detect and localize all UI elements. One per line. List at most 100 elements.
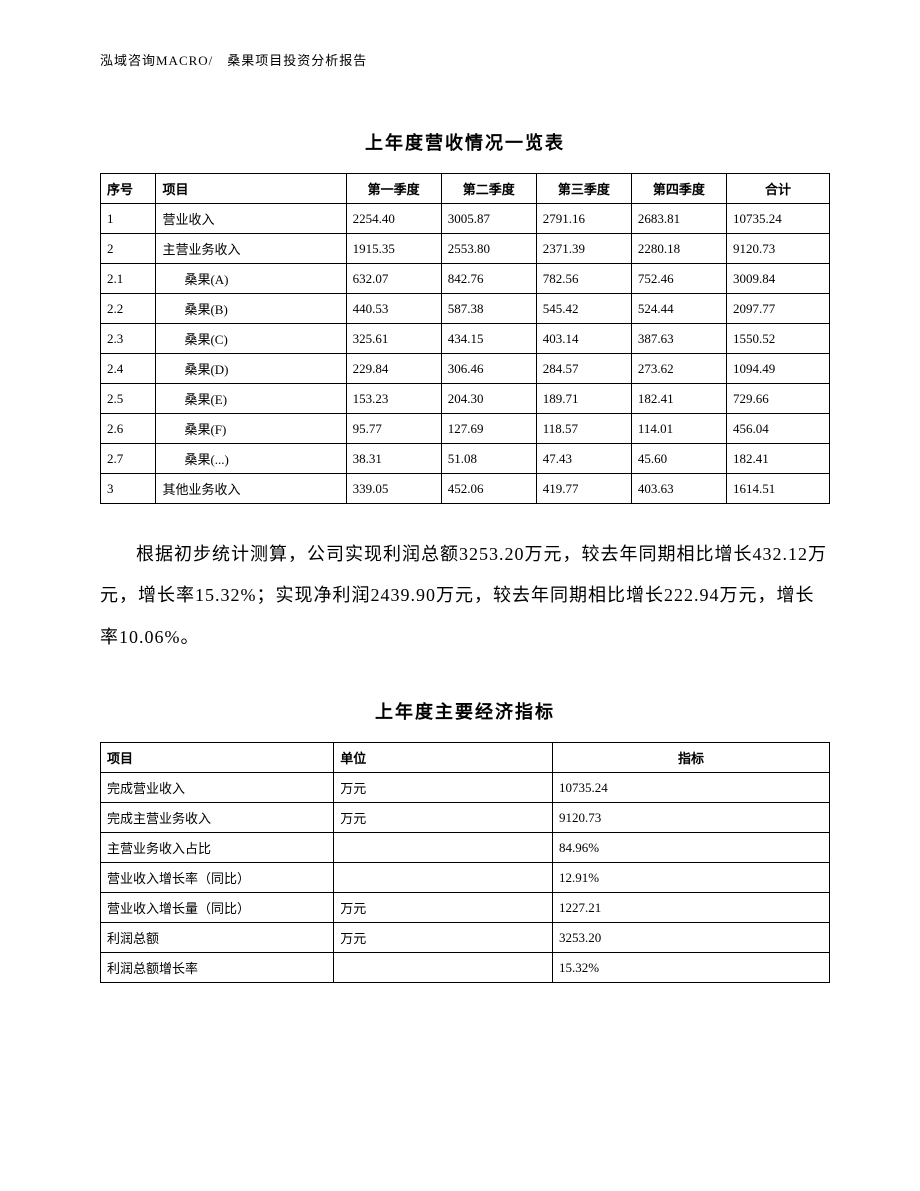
table-row: 利润总额增长率 15.32% — [101, 953, 830, 983]
cell-seq: 2.5 — [101, 384, 156, 414]
cell-q3: 189.71 — [536, 384, 631, 414]
cell-q3: 545.42 — [536, 294, 631, 324]
cell-q4: 2683.81 — [631, 204, 726, 234]
table-row: 2.2桑果(B)440.53587.38545.42524.442097.77 — [101, 294, 830, 324]
cell-q1: 632.07 — [346, 264, 441, 294]
table-row: 2主营业务收入1915.352553.802371.392280.189120.… — [101, 234, 830, 264]
cell-q3: 118.57 — [536, 414, 631, 444]
table-row: 主营业务收入占比84.96% — [101, 833, 830, 863]
cell-unit — [334, 953, 553, 983]
cell-seq: 2.2 — [101, 294, 156, 324]
table-row: 完成主营业务收入万元9120.73 — [101, 803, 830, 833]
cell-q2: 306.46 — [441, 354, 536, 384]
indicator-table: 项目 单位 指标 完成营业收入万元10735.24完成主营业务收入万元9120.… — [100, 742, 830, 983]
table1-header-row: 序号 项目 第一季度 第二季度 第三季度 第四季度 合计 — [101, 174, 830, 204]
cell-q4: 182.41 — [631, 384, 726, 414]
cell-item: 营业收入增长量（同比） — [101, 893, 334, 923]
cell-q4: 524.44 — [631, 294, 726, 324]
cell-val: 9120.73 — [552, 803, 829, 833]
cell-q2: 3005.87 — [441, 204, 536, 234]
cell-item: 完成营业收入 — [101, 773, 334, 803]
cell-val: 15.32% — [552, 953, 829, 983]
table-row: 2.5桑果(E)153.23204.30189.71182.41729.66 — [101, 384, 830, 414]
cell-unit: 万元 — [334, 773, 553, 803]
cell-total: 9120.73 — [726, 234, 829, 264]
table-row: 2.4桑果(D)229.84306.46284.57273.621094.49 — [101, 354, 830, 384]
cell-seq: 2.6 — [101, 414, 156, 444]
cell-seq: 3 — [101, 474, 156, 504]
cell-seq: 2.1 — [101, 264, 156, 294]
cell-val: 12.91% — [552, 863, 829, 893]
cell-val: 84.96% — [552, 833, 829, 863]
cell-q4: 752.46 — [631, 264, 726, 294]
cell-seq: 2.4 — [101, 354, 156, 384]
table2-col-unit: 单位 — [334, 743, 553, 773]
cell-q1: 1915.35 — [346, 234, 441, 264]
cell-total: 1094.49 — [726, 354, 829, 384]
table-row: 2.3桑果(C)325.61434.15403.14387.631550.52 — [101, 324, 830, 354]
cell-q4: 2280.18 — [631, 234, 726, 264]
table-row: 2.6桑果(F)95.77127.69118.57114.01456.04 — [101, 414, 830, 444]
table2-col-item: 项目 — [101, 743, 334, 773]
cell-q1: 229.84 — [346, 354, 441, 384]
revenue-table: 序号 项目 第一季度 第二季度 第三季度 第四季度 合计 1营业收入2254.4… — [100, 173, 830, 504]
cell-q3: 419.77 — [536, 474, 631, 504]
cell-total: 1550.52 — [726, 324, 829, 354]
table1-col-seq: 序号 — [101, 174, 156, 204]
cell-q4: 387.63 — [631, 324, 726, 354]
cell-q4: 45.60 — [631, 444, 726, 474]
table1-title: 上年度营收情况一览表 — [100, 129, 830, 155]
table-row: 利润总额万元3253.20 — [101, 923, 830, 953]
cell-item: 桑果(A) — [156, 264, 346, 294]
cell-q3: 2791.16 — [536, 204, 631, 234]
table1-col-q3: 第三季度 — [536, 174, 631, 204]
page-header: 泓域咨询MACRO/ 桑果项目投资分析报告 — [100, 50, 830, 69]
cell-q2: 842.76 — [441, 264, 536, 294]
cell-unit: 万元 — [334, 803, 553, 833]
cell-item: 营业收入 — [156, 204, 346, 234]
cell-q4: 403.63 — [631, 474, 726, 504]
table1-col-q4: 第四季度 — [631, 174, 726, 204]
cell-q2: 587.38 — [441, 294, 536, 324]
cell-seq: 2.7 — [101, 444, 156, 474]
cell-item: 利润总额增长率 — [101, 953, 334, 983]
cell-q1: 339.05 — [346, 474, 441, 504]
table2-col-val: 指标 — [552, 743, 829, 773]
cell-q1: 95.77 — [346, 414, 441, 444]
cell-total: 1614.51 — [726, 474, 829, 504]
table2-title: 上年度主要经济指标 — [100, 698, 830, 724]
cell-q4: 273.62 — [631, 354, 726, 384]
cell-val: 1227.21 — [552, 893, 829, 923]
cell-q2: 127.69 — [441, 414, 536, 444]
cell-unit: 万元 — [334, 923, 553, 953]
cell-item: 桑果(B) — [156, 294, 346, 324]
cell-item: 利润总额 — [101, 923, 334, 953]
table-row: 营业收入增长率（同比）12.91% — [101, 863, 830, 893]
cell-total: 10735.24 — [726, 204, 829, 234]
summary-paragraph: 根据初步统计测算，公司实现利润总额3253.20万元，较去年同期相比增长432.… — [100, 534, 830, 658]
cell-item: 桑果(F) — [156, 414, 346, 444]
cell-item: 桑果(E) — [156, 384, 346, 414]
cell-item: 主营业务收入 — [156, 234, 346, 264]
cell-seq: 2 — [101, 234, 156, 264]
table2-header-row: 项目 单位 指标 — [101, 743, 830, 773]
cell-item: 完成主营业务收入 — [101, 803, 334, 833]
cell-item: 其他业务收入 — [156, 474, 346, 504]
cell-item: 桑果(D) — [156, 354, 346, 384]
cell-q1: 440.53 — [346, 294, 441, 324]
table1-col-q2: 第二季度 — [441, 174, 536, 204]
cell-q2: 204.30 — [441, 384, 536, 414]
cell-total: 3009.84 — [726, 264, 829, 294]
cell-total: 182.41 — [726, 444, 829, 474]
cell-q3: 2371.39 — [536, 234, 631, 264]
cell-seq: 1 — [101, 204, 156, 234]
cell-val: 3253.20 — [552, 923, 829, 953]
cell-q2: 434.15 — [441, 324, 536, 354]
table-row: 2.7桑果(...)38.3151.0847.4345.60182.41 — [101, 444, 830, 474]
table-row: 完成营业收入万元10735.24 — [101, 773, 830, 803]
cell-q1: 38.31 — [346, 444, 441, 474]
cell-q3: 782.56 — [536, 264, 631, 294]
table-row: 营业收入增长量（同比）万元1227.21 — [101, 893, 830, 923]
cell-val: 10735.24 — [552, 773, 829, 803]
cell-q1: 325.61 — [346, 324, 441, 354]
